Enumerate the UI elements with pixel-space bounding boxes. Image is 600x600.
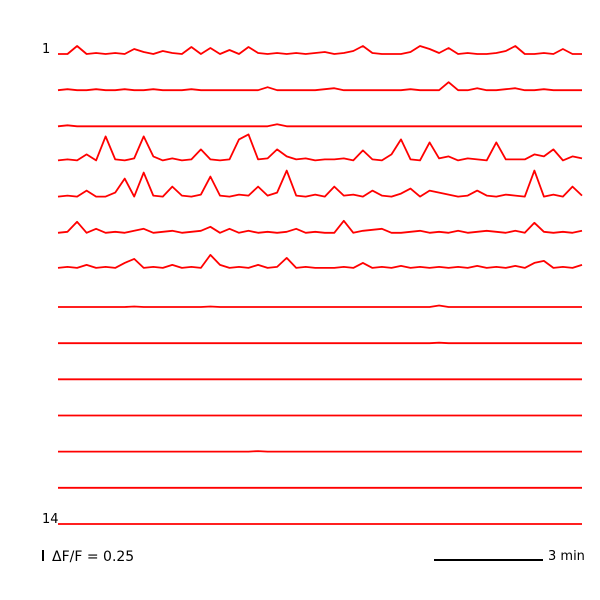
trace-7 [57,254,583,269]
trace-2 [57,81,582,92]
trace-3 [57,123,582,128]
y-scale-bar-label: ΔF/F = 0.25 [52,549,135,565]
trace-6 [57,219,583,234]
trace-9 [58,341,582,345]
trace-5 [57,169,583,198]
x-scale-bar-label: 3 min [548,549,585,564]
trace-group [57,45,583,525]
trace-8 [58,304,582,308]
trace-12 [58,450,582,453]
trace-4 [57,133,583,162]
trace-label-first: 1 [42,42,51,57]
trace-1 [58,45,582,55]
trace-label-last: 14 [42,512,59,527]
